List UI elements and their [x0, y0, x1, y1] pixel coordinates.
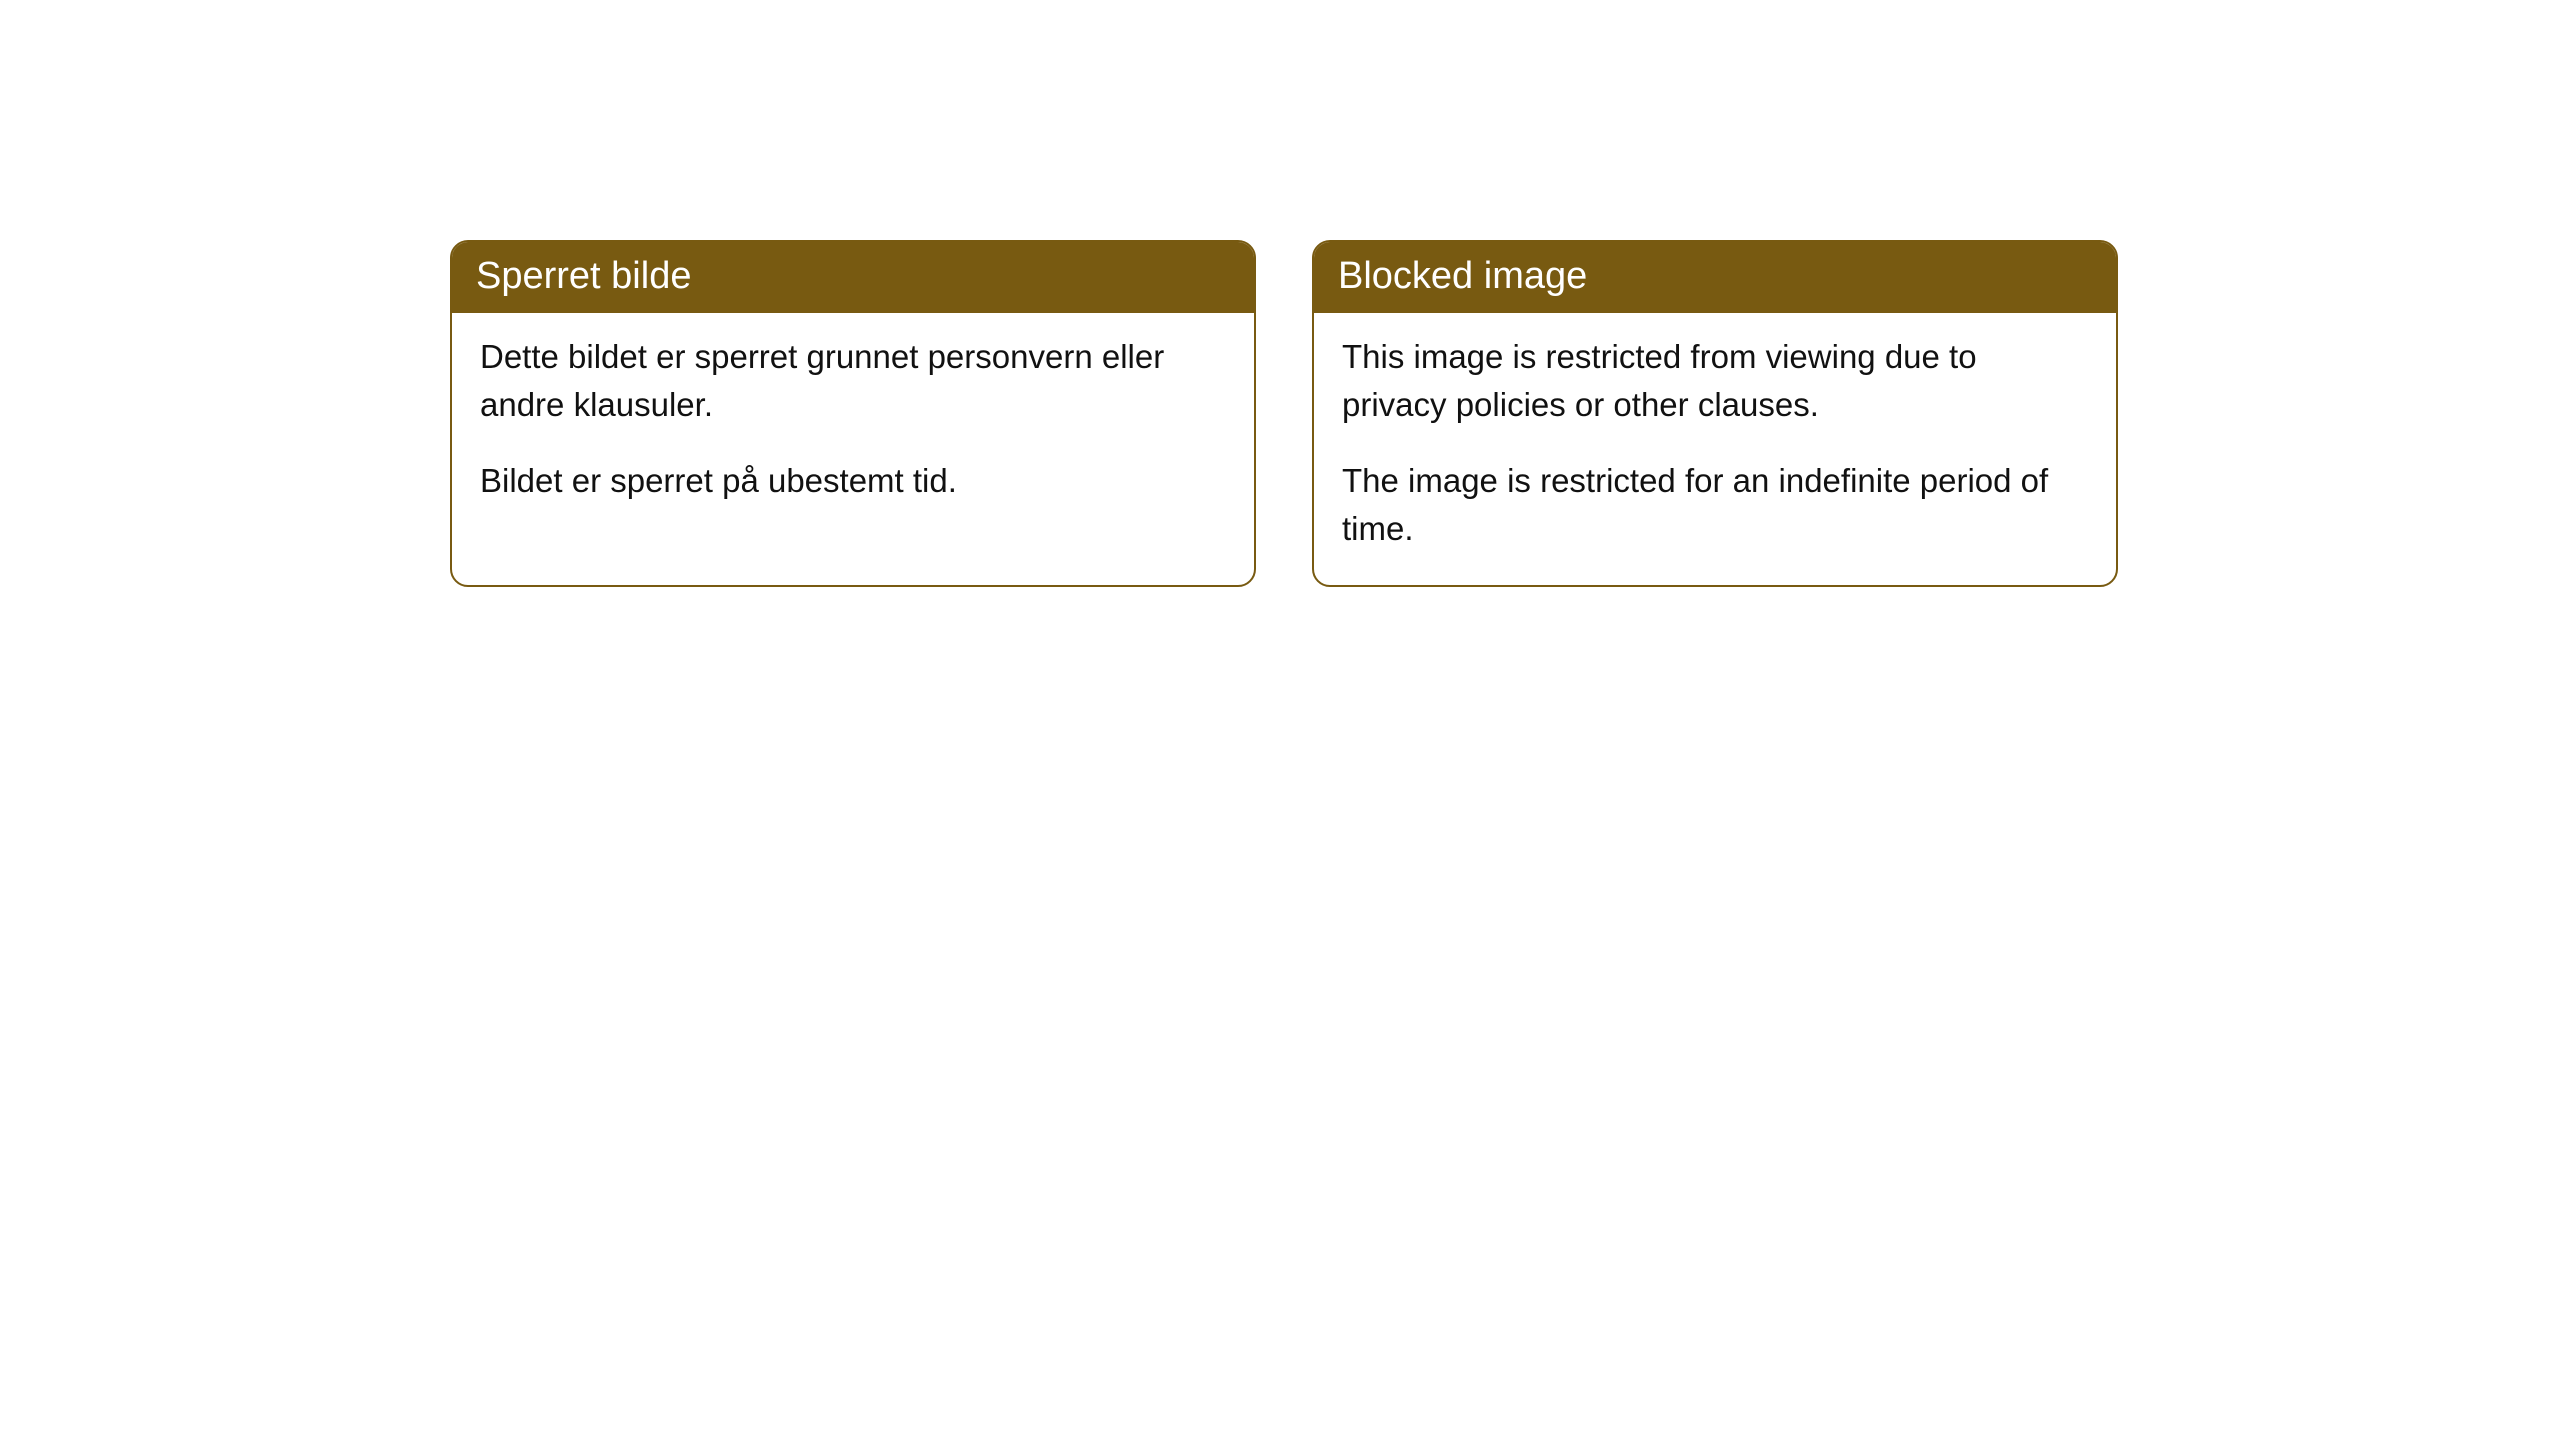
cards-container: Sperret bilde Dette bildet er sperret gr…: [0, 0, 2560, 587]
card-text-no-2: Bildet er sperret på ubestemt tid.: [480, 457, 1226, 505]
card-header-en: Blocked image: [1314, 242, 2116, 313]
blocked-image-card-no: Sperret bilde Dette bildet er sperret gr…: [450, 240, 1256, 587]
card-text-en-1: This image is restricted from viewing du…: [1342, 333, 2088, 429]
card-text-no-1: Dette bildet er sperret grunnet personve…: [480, 333, 1226, 429]
card-header-no: Sperret bilde: [452, 242, 1254, 313]
card-body-en: This image is restricted from viewing du…: [1314, 313, 2116, 584]
card-text-en-2: The image is restricted for an indefinit…: [1342, 457, 2088, 553]
blocked-image-card-en: Blocked image This image is restricted f…: [1312, 240, 2118, 587]
card-body-no: Dette bildet er sperret grunnet personve…: [452, 313, 1254, 537]
